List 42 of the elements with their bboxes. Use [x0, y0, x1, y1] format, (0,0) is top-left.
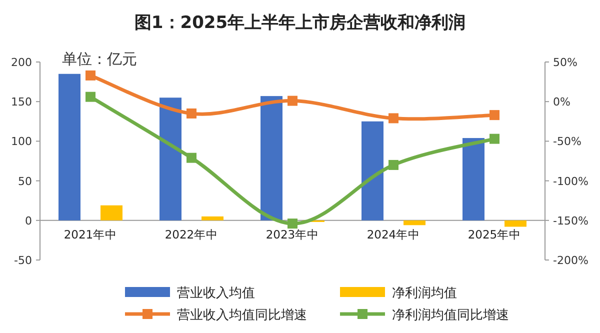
y-tick-label: -50: [14, 254, 32, 267]
y-tick-label: 0: [25, 214, 32, 228]
y2-tick-label: 50%: [553, 56, 578, 69]
legend-label: 净利润均值同比增速: [392, 308, 509, 323]
y2-tick-label: -100%: [553, 174, 588, 188]
point: [490, 134, 500, 144]
point: [86, 92, 96, 102]
x-tick-label: 2024年中: [366, 227, 420, 242]
bar: [404, 220, 426, 226]
chart-title: 图1：2025年上半年上市房企营收和净利润: [134, 13, 466, 33]
point: [388, 160, 398, 170]
bar: [202, 216, 224, 220]
y-tick-label: 50: [18, 174, 32, 188]
bar: [504, 220, 526, 227]
y-tick-label: 100: [11, 135, 32, 148]
bar: [260, 96, 282, 220]
point: [186, 108, 196, 118]
bar: [100, 205, 122, 220]
bar: [58, 74, 80, 220]
x-tick-label: 2022年中: [164, 227, 218, 242]
y-tick-label: 150: [11, 96, 32, 109]
legend-label: 营业收入均值: [177, 286, 255, 301]
point: [186, 152, 196, 163]
point: [288, 96, 298, 106]
y2-tick-label: -50%: [553, 135, 582, 148]
y2-tick-label: -200%: [553, 254, 588, 267]
point: [86, 70, 96, 80]
legend-label: 营业收入均值同比增速: [177, 308, 307, 323]
y-tick-label: 200: [11, 56, 32, 69]
point: [490, 110, 500, 120]
point: [388, 113, 398, 124]
x-tick-label: 2023年中: [266, 227, 320, 242]
annotation: 单位：亿元: [62, 50, 137, 68]
bar: [462, 138, 484, 220]
y2-tick-label: -150%: [553, 214, 588, 228]
x-tick-label: 2021年中: [64, 227, 118, 242]
x-tick-label: 2025年中: [468, 227, 522, 242]
y2-tick-label: 0%: [553, 96, 570, 109]
point: [288, 218, 298, 229]
legend-label: 净利润均值: [392, 286, 457, 301]
bar: [362, 121, 384, 220]
bar: [160, 98, 182, 220]
